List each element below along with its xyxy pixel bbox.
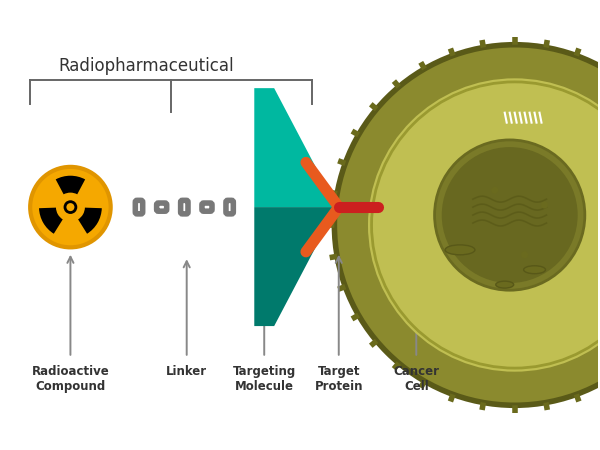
FancyBboxPatch shape — [181, 200, 188, 214]
Text: Radiopharmaceutical: Radiopharmaceutical — [59, 57, 234, 75]
Circle shape — [64, 200, 77, 214]
Circle shape — [336, 46, 600, 404]
Polygon shape — [254, 88, 337, 207]
Circle shape — [368, 78, 600, 372]
Text: Cancer
Cell: Cancer Cell — [393, 364, 439, 393]
FancyBboxPatch shape — [202, 203, 212, 211]
Circle shape — [30, 167, 110, 248]
Ellipse shape — [445, 245, 475, 255]
Wedge shape — [78, 207, 102, 234]
Circle shape — [442, 147, 578, 283]
Wedge shape — [56, 176, 85, 194]
Ellipse shape — [524, 266, 545, 274]
FancyBboxPatch shape — [136, 200, 143, 214]
Circle shape — [434, 140, 585, 290]
Circle shape — [336, 46, 600, 404]
Circle shape — [67, 203, 74, 211]
Circle shape — [541, 202, 548, 209]
Text: Radioactive
Compound: Radioactive Compound — [32, 364, 109, 393]
Polygon shape — [254, 207, 337, 326]
Text: Target
Protein: Target Protein — [314, 364, 363, 393]
Text: Targeting
Molecule: Targeting Molecule — [233, 364, 296, 393]
FancyBboxPatch shape — [226, 200, 233, 214]
Wedge shape — [39, 207, 63, 234]
Text: Linker: Linker — [166, 364, 207, 378]
FancyBboxPatch shape — [157, 203, 167, 211]
Ellipse shape — [496, 281, 514, 288]
Circle shape — [521, 252, 528, 258]
Circle shape — [491, 187, 498, 194]
